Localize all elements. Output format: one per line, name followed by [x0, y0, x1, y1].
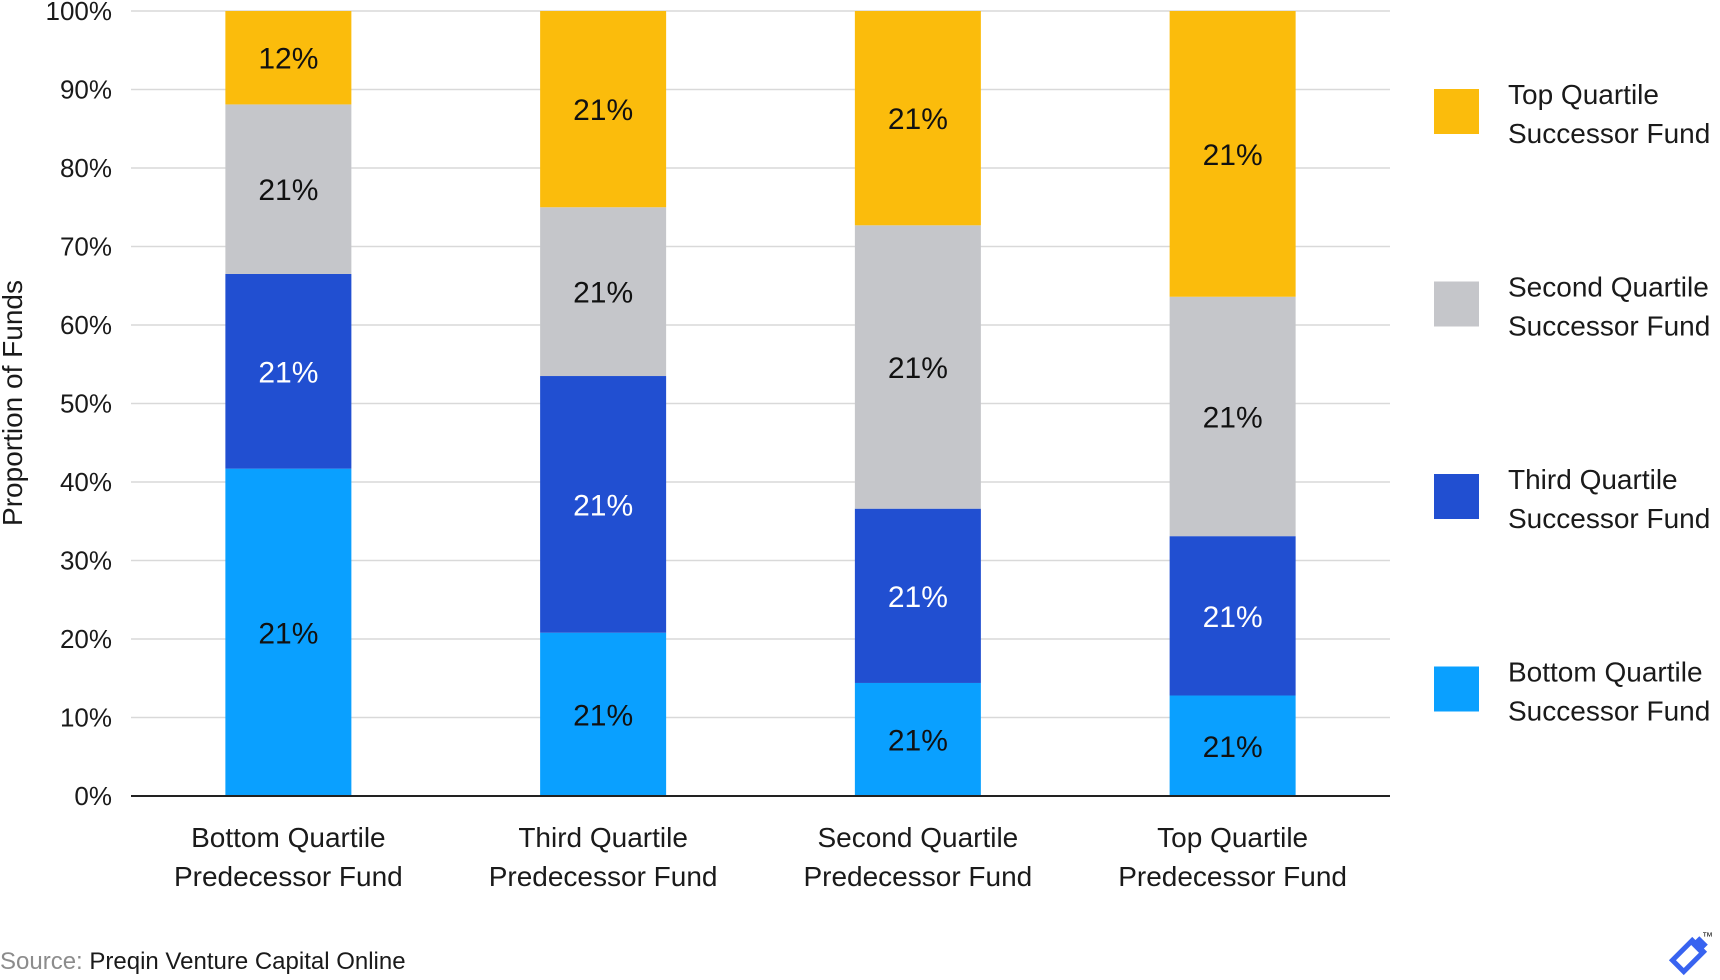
trademark-mark: ™	[1702, 931, 1713, 943]
bars: 21% 21% 21% 12% 21% 21% 21% 21% 21% 21% 21% 21% 21% 2…	[225, 11, 1296, 796]
bar-segment	[854, 11, 981, 226]
y-tick-label: 0%	[74, 781, 112, 811]
y-tick-label: 60%	[60, 310, 112, 340]
x-category-line: Predecessor Fund	[803, 861, 1032, 892]
bar-segment	[540, 207, 667, 377]
y-tick-label: 40%	[60, 467, 112, 497]
data-label: 21%	[1203, 401, 1263, 434]
bar-segment	[540, 11, 667, 208]
bar-segment	[854, 682, 981, 796]
bar-segment	[1169, 296, 1296, 537]
data-label: 21%	[1203, 139, 1263, 172]
legend-swatch	[1434, 89, 1479, 134]
bar-segment	[1169, 11, 1296, 297]
x-category-line: Third Quartile	[518, 822, 688, 853]
data-label: 21%	[573, 94, 633, 127]
y-axis-ticks: 0% 10% 20% 30% 40% 50% 60% 70% 80% 90% 100%	[46, 0, 113, 811]
x-category-line: Predecessor Fund	[1118, 861, 1347, 892]
bar-segment	[225, 11, 352, 105]
legend-label-line: Successor Fund	[1508, 311, 1710, 342]
bar-segment	[854, 225, 981, 509]
y-tick-label: 90%	[60, 75, 112, 105]
y-tick-label: 70%	[60, 232, 112, 262]
legend-label-line: Bottom Quartile	[1508, 657, 1703, 688]
source-note: Source: Preqin Venture Capital Online	[0, 948, 406, 976]
y-tick-label: 80%	[60, 153, 112, 183]
legend-label-line: Second Quartile	[1508, 272, 1709, 303]
x-category-line: Predecessor Fund	[174, 861, 403, 892]
y-axis-label: Proportion of Funds	[0, 280, 28, 526]
bar-segment	[540, 376, 667, 633]
x-category-label: Bottom Quartile Predecessor Fund	[174, 822, 403, 892]
toptal-logo-icon: ™	[1668, 931, 1713, 976]
legend-label: Third Quartile Successor Fund	[1508, 464, 1710, 534]
legend-label: Top Quartile Successor Fund	[1508, 79, 1710, 149]
bar-segment	[540, 632, 667, 796]
legend-label: Bottom Quartile Successor Fund	[1508, 657, 1710, 727]
x-category-line: Predecessor Fund	[489, 861, 718, 892]
legend-label-line: Successor Fund	[1508, 118, 1710, 149]
data-label: 21%	[573, 277, 633, 310]
y-tick-label: 100%	[46, 0, 113, 26]
legend-swatch	[1434, 281, 1479, 327]
legend-label-line: Successor Fund	[1508, 503, 1710, 534]
data-label: 21%	[573, 699, 633, 732]
bar-segment	[225, 104, 352, 274]
data-label: 21%	[258, 174, 318, 207]
data-label: 21%	[888, 103, 948, 136]
stacked-bar-chart: 0% 10% 20% 30% 40% 50% 60% 70% 80% 90% 100% Propor…	[0, 0, 1710, 892]
source-prefix: Source:	[0, 948, 83, 975]
legend-swatch	[1434, 474, 1479, 519]
x-category-line: Bottom Quartile	[191, 822, 386, 853]
y-tick-label: 10%	[60, 703, 112, 733]
data-label: 21%	[888, 724, 948, 757]
data-label: 21%	[1203, 601, 1263, 634]
data-label: 21%	[1203, 731, 1263, 764]
bar-segment	[1169, 695, 1296, 796]
data-label: 21%	[258, 356, 318, 389]
legend-label-line: Successor Fund	[1508, 696, 1710, 727]
data-label: 21%	[573, 489, 633, 522]
bar-segment	[225, 273, 352, 469]
x-category-label: Top Quartile Predecessor Fund	[1118, 822, 1347, 892]
x-category-line: Second Quartile	[817, 822, 1018, 853]
legend-label-line: Third Quartile	[1508, 464, 1678, 495]
y-tick-label: 20%	[60, 624, 112, 654]
data-label: 21%	[888, 581, 948, 614]
data-label: 12%	[258, 43, 318, 76]
data-label: 21%	[888, 352, 948, 385]
y-tick-label: 50%	[60, 389, 112, 419]
y-tick-label: 30%	[60, 546, 112, 576]
source-text: Preqin Venture Capital Online	[89, 948, 406, 975]
bar-segment	[1169, 536, 1296, 696]
x-category-label: Second Quartile Predecessor Fund	[803, 822, 1032, 892]
x-category-label: Third Quartile Predecessor Fund	[489, 822, 718, 892]
data-label: 21%	[258, 617, 318, 650]
bar-segment	[854, 508, 981, 683]
legend-label-line: Top Quartile	[1508, 79, 1659, 110]
legend-label: Second Quartile Successor Fund	[1508, 272, 1710, 342]
legend-swatch	[1434, 666, 1479, 712]
bar-segment	[225, 468, 352, 796]
x-category-line: Top Quartile	[1157, 822, 1308, 853]
